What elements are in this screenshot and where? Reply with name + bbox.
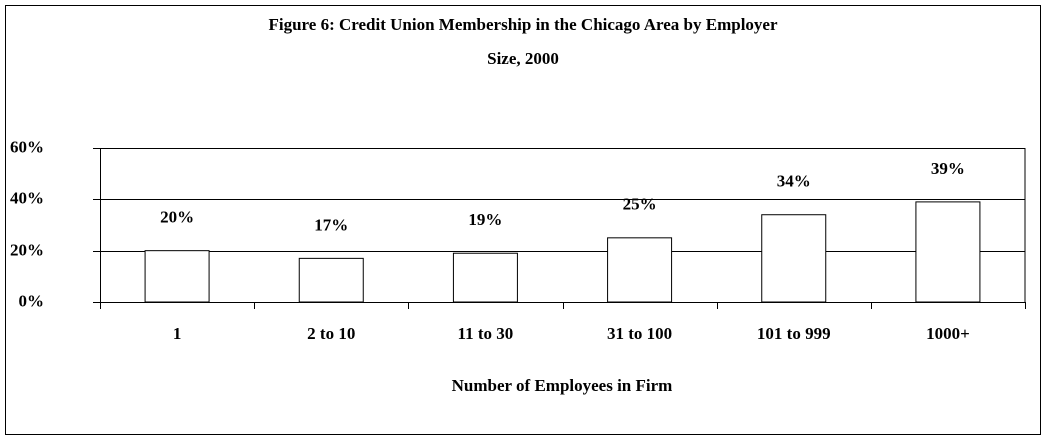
x-tick-label: 31 to 100 bbox=[607, 324, 672, 343]
bar bbox=[915, 201, 981, 303]
data-label: 39% bbox=[931, 159, 965, 178]
data-label: 17% bbox=[314, 215, 348, 234]
x-tick-label: 11 to 30 bbox=[458, 324, 514, 343]
data-label: 25% bbox=[623, 195, 657, 214]
y-tick-label: 20% bbox=[10, 240, 44, 259]
y-tick-label: 60% bbox=[10, 137, 44, 156]
bar bbox=[298, 257, 364, 303]
chart-border bbox=[5, 5, 1041, 435]
chart-title: Size, 2000 bbox=[487, 49, 559, 68]
x-axis-title: Number of Employees in Firm bbox=[452, 376, 673, 395]
bar bbox=[607, 237, 673, 303]
y-tick-label: 40% bbox=[10, 188, 44, 207]
chart-title: Figure 6: Credit Union Membership in the… bbox=[268, 15, 778, 34]
x-tick-label: 2 to 10 bbox=[307, 324, 355, 343]
data-label: 34% bbox=[777, 172, 811, 191]
bar bbox=[144, 250, 210, 303]
bar bbox=[452, 252, 518, 303]
x-tick-label: 1 bbox=[173, 324, 182, 343]
x-tick-label: 1000+ bbox=[926, 324, 970, 343]
data-label: 19% bbox=[468, 210, 502, 229]
data-label: 20% bbox=[160, 208, 194, 227]
x-tick-label: 101 to 999 bbox=[757, 324, 831, 343]
y-tick-label: 0% bbox=[19, 291, 45, 310]
bar bbox=[761, 214, 827, 303]
